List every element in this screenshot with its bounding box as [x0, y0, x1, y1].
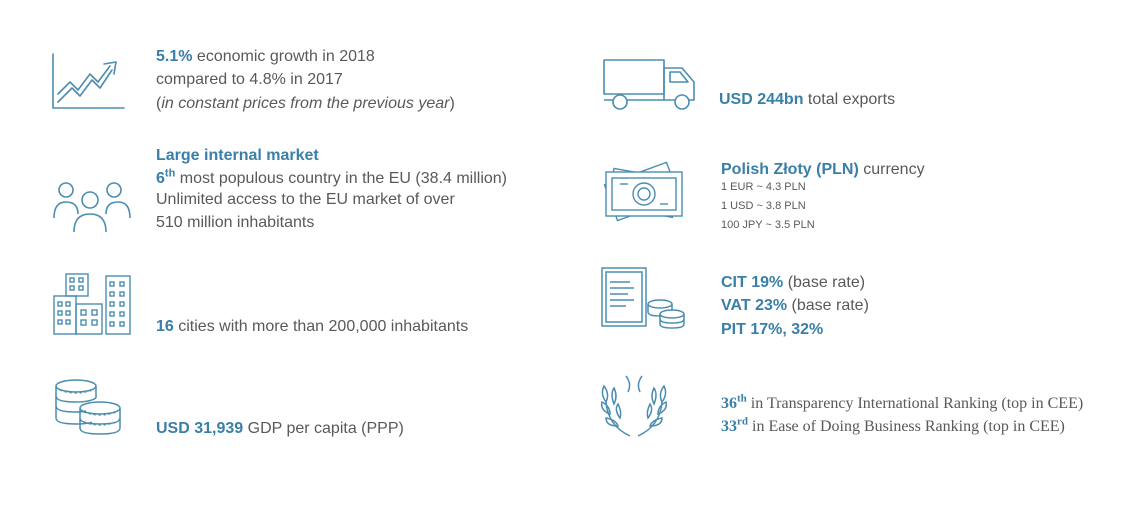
gdp-line: USD 31,939 GDP per capita (PPP) [156, 418, 404, 440]
currency-highlight: Polish Złoty (PLN) [721, 161, 859, 178]
currency-text: currency [858, 161, 925, 178]
people-group-icon [52, 180, 132, 234]
market-line-2: Unlimited access to the EU market of ove… [156, 191, 455, 208]
growth-line-3: (in constant prices from the previous ye… [156, 93, 455, 115]
exports-highlight: USD 244bn [719, 91, 804, 108]
transparency-rank-number: 36 [721, 395, 737, 412]
market-line-1-text: most populous country in the EU (38.4 mi… [175, 170, 508, 187]
market-line-1: 6th most populous country in the EU (38.… [156, 168, 507, 190]
cit-highlight: CIT 19% [721, 274, 784, 291]
city-buildings-icon [52, 272, 132, 336]
cities-line: 16 cities with more than 200,000 inhabit… [156, 316, 468, 338]
tax-document-coins-icon [600, 266, 688, 330]
cities-highlight: 16 [156, 318, 174, 335]
pit-highlight: PIT 17%, 32% [721, 321, 824, 338]
business-ranking-line: 33rd in Ease of Doing Business Ranking (… [721, 416, 1065, 438]
growth-note: in constant prices from the previous yea… [161, 95, 450, 112]
market-heading: Large internal market [156, 147, 319, 164]
transparency-ranking-line: 36th in Transparency International Ranki… [721, 393, 1083, 415]
growth-highlight: 5.1% [156, 48, 193, 65]
growth-line-2: compared to 4.8% in 2017 [156, 71, 343, 88]
business-rank-number: 33 [721, 418, 737, 435]
rate-jpy: 100 JPY ~ 3.5 PLN [721, 219, 815, 231]
business-rank-text: in Ease of Doing Business Ranking (top i… [748, 418, 1065, 435]
gdp-text: GDP per capita (PPP) [243, 420, 404, 437]
rate-eur: 1 EUR ~ 4.3 PLN [721, 181, 806, 193]
business-rank-suffix: rd [737, 415, 748, 428]
transparency-rank-suffix: th [737, 392, 747, 405]
laurel-wreath-icon [600, 374, 668, 440]
tax-line-pit: PIT 17%, 32% [721, 319, 823, 341]
gdp-highlight: USD 31,939 [156, 420, 244, 437]
cities-text: cities with more than 200,000 inhabitant… [173, 318, 469, 335]
currency-line: Polish Złoty (PLN) currency [721, 159, 925, 181]
tax-line-vat: VAT 23% (base rate) [721, 295, 869, 317]
tax-line-cit: CIT 19% (base rate) [721, 272, 865, 294]
market-rank-number: 6 [156, 170, 165, 187]
coins-icon [52, 378, 124, 436]
growth-paren-open: ( [156, 95, 162, 112]
growth-paren-close: ) [449, 95, 455, 112]
growth-text: economic growth in 2018 [192, 48, 375, 65]
rate-usd: 1 USD ~ 3.8 PLN [721, 200, 806, 212]
market-line-3: 510 million inhabitants [156, 214, 315, 231]
banknotes-icon [600, 154, 688, 234]
transparency-rank-text: in Transparency International Ranking (t… [746, 395, 1084, 412]
cit-text: (base rate) [783, 274, 866, 291]
exports-text: total exports [803, 91, 896, 108]
vat-text: (base rate) [787, 297, 869, 314]
vat-highlight: VAT 23% [721, 297, 788, 314]
exports-line: USD 244bn total exports [719, 89, 895, 111]
growth-chart-icon [50, 52, 126, 112]
market-rank-suffix: th [164, 167, 176, 180]
growth-line-1: 5.1% economic growth in 2018 [156, 46, 375, 68]
delivery-truck-icon [602, 58, 698, 112]
